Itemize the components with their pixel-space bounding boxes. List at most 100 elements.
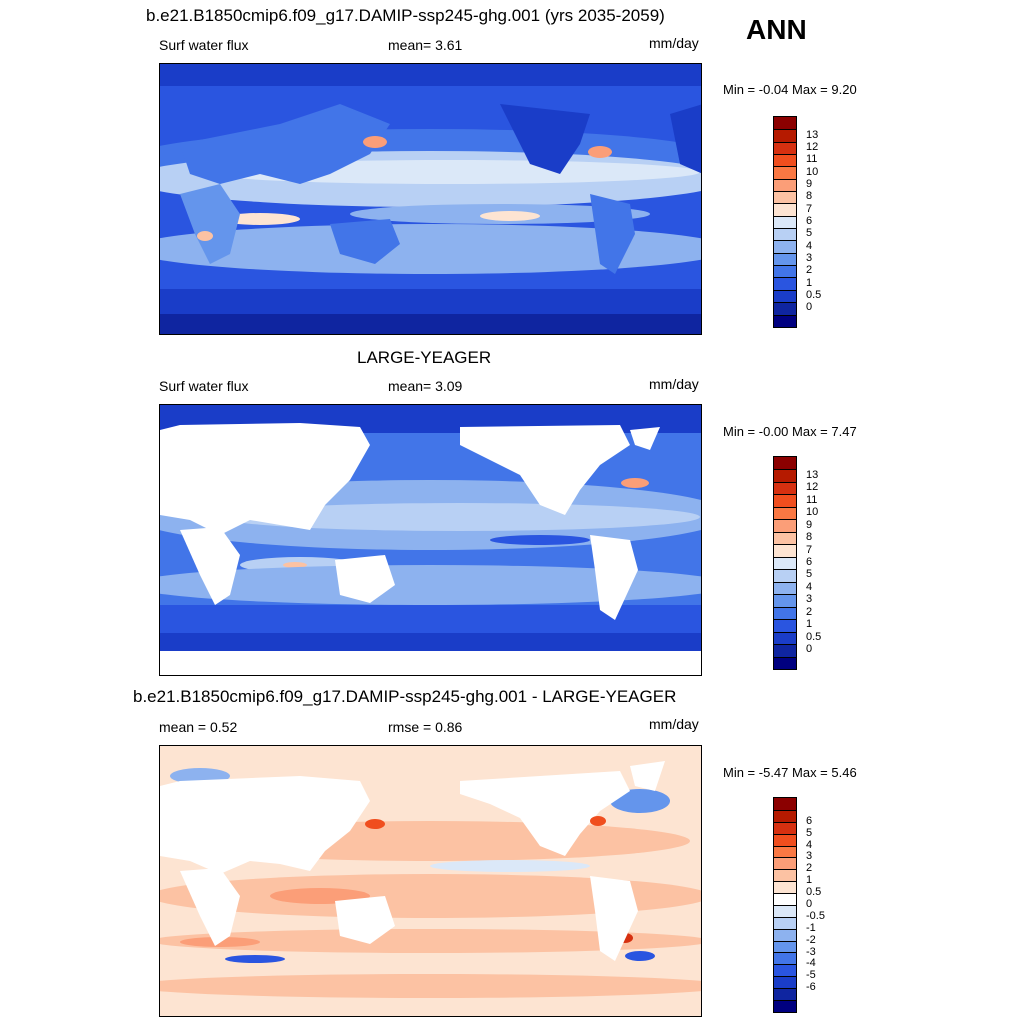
colorbar-tick-label: 4 — [806, 239, 813, 252]
panel2-colorbar — [773, 456, 797, 670]
colorbar-tick-label: -4 — [806, 957, 816, 970]
colorbar-segment — [774, 631, 796, 645]
colorbar-segment — [774, 619, 796, 632]
colorbar-segment — [774, 506, 796, 520]
panel2-variable-label: Surf water flux — [159, 378, 249, 394]
colorbar-tick-label: 4 — [806, 580, 813, 593]
colorbar-tick-label: 6 — [806, 215, 813, 227]
colorbar-segment — [774, 252, 796, 266]
panel3-rmse-label: rmse = 0.86 — [388, 719, 463, 735]
colorbar-segment — [774, 481, 796, 495]
colorbar-segment — [774, 833, 796, 846]
colorbar-tick-label: -6 — [806, 981, 816, 994]
colorbar-tick-label: 4 — [806, 838, 813, 851]
colorbar-segment — [774, 277, 796, 290]
colorbar-tick-label: 8 — [806, 531, 813, 544]
colorbar-tick-label: 3 — [806, 850, 813, 863]
panel2-map-field — [160, 405, 701, 675]
panel1-units: mm/day — [649, 35, 699, 51]
panel2-units: mm/day — [649, 376, 699, 392]
colorbar-tick-label: 13 — [806, 128, 819, 141]
panel1-mean-label: mean= 3.61 — [388, 37, 463, 53]
colorbar-segment — [774, 117, 796, 130]
colorbar-segment — [774, 644, 796, 657]
colorbar-tick-label: 11 — [806, 493, 818, 506]
colorbar-segment — [774, 606, 796, 620]
colorbar-tick-label: 12 — [806, 481, 819, 494]
panel2-title: LARGE-YEAGER — [357, 348, 492, 367]
colorbar-segment — [774, 289, 796, 303]
panel3-units: mm/day — [649, 716, 699, 732]
colorbar-segment — [774, 581, 796, 595]
colorbar-segment — [774, 544, 796, 557]
colorbar-segment — [774, 457, 796, 470]
colorbar-segment — [774, 519, 796, 532]
colorbar-tick-label: -1 — [806, 921, 816, 934]
colorbar-tick-label: 0.5 — [806, 630, 822, 643]
colorbar-segment — [774, 594, 796, 607]
panel3-map — [159, 745, 702, 1017]
colorbar-tick-label: 8 — [806, 190, 813, 203]
colorbar-tick-label: 10 — [806, 165, 819, 178]
colorbar-tick-label: 2 — [806, 605, 813, 618]
colorbar-segment — [774, 916, 796, 929]
colorbar-segment — [774, 857, 796, 870]
colorbar-tick-label: 7 — [806, 543, 813, 556]
colorbar-segment — [774, 798, 796, 810]
colorbar-tick-label: 13 — [806, 468, 819, 481]
colorbar-segment — [774, 928, 796, 941]
colorbar-segment — [774, 215, 796, 229]
colorbar-segment — [774, 869, 796, 882]
colorbar-tick-label: 7 — [806, 202, 813, 215]
panel1-map-field — [160, 64, 701, 334]
colorbar-tick-label: -5 — [806, 969, 816, 982]
colorbar-tick-label: 1 — [806, 618, 813, 631]
colorbar-segment — [774, 940, 796, 953]
panel1-minmax: Min = -0.04 Max = 9.20 — [723, 82, 857, 97]
colorbar-tick-label: 1 — [806, 276, 813, 289]
colorbar-tick-label: 6 — [806, 814, 813, 827]
colorbar-tick-label: 2 — [806, 264, 813, 277]
colorbar-segment — [774, 881, 796, 893]
colorbar-segment — [774, 845, 796, 858]
colorbar-segment — [774, 569, 796, 582]
panel2-minmax: Min = -0.00 Max = 7.47 — [723, 424, 857, 439]
colorbar-segment — [774, 531, 796, 545]
colorbar-segment — [774, 166, 796, 179]
colorbar-segment — [774, 203, 796, 216]
colorbar-tick-label: -2 — [806, 933, 816, 946]
colorbar-tick-label: -3 — [806, 945, 816, 958]
colorbar-tick-label: 2 — [806, 862, 813, 875]
colorbar-segment — [774, 976, 796, 988]
colorbar-segment — [774, 178, 796, 192]
colorbar-segment — [774, 141, 796, 155]
panel1-variable-label: Surf water flux — [159, 37, 249, 53]
colorbar-segment — [774, 656, 796, 669]
colorbar-segment — [774, 228, 796, 241]
colorbar-segment — [774, 952, 796, 965]
colorbar-tick-label: 10 — [806, 506, 819, 519]
panel1-title: b.e21.B1850cmip6.f09_g17.DAMIP-ssp245-gh… — [146, 6, 665, 25]
colorbar-tick-label: 5 — [806, 568, 813, 581]
colorbar-segment — [774, 964, 796, 977]
panel3-minmax: Min = -5.47 Max = 5.46 — [723, 765, 857, 780]
colorbar-tick-label: 11 — [806, 153, 818, 166]
colorbar-tick-label: 5 — [806, 227, 813, 240]
colorbar-tick-label: 0 — [806, 643, 813, 656]
colorbar-tick-label: 3 — [806, 252, 813, 265]
colorbar-segment — [774, 556, 796, 570]
colorbar-segment — [774, 821, 796, 834]
colorbar-segment — [774, 469, 796, 482]
panel3-colorbar — [773, 797, 797, 1013]
colorbar-segment — [774, 302, 796, 315]
colorbar-segment — [774, 999, 796, 1012]
panel3-map-field — [160, 746, 701, 1016]
colorbar-segment — [774, 494, 796, 507]
colorbar-tick-label: 9 — [806, 518, 813, 531]
colorbar-tick-label: 0.5 — [806, 886, 822, 899]
colorbar-segment — [774, 904, 796, 917]
colorbar-tick-label: 0.5 — [806, 289, 822, 302]
colorbar-segment — [774, 240, 796, 253]
colorbar-segment — [774, 893, 796, 905]
colorbar-segment — [774, 265, 796, 278]
